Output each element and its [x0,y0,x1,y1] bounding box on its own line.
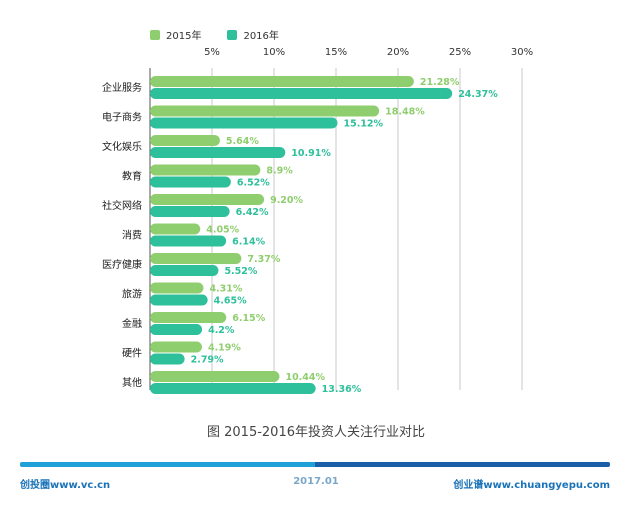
bar-2015 [150,135,220,146]
x-tick-label: 25% [449,47,471,58]
bar-2015 [150,223,201,235]
data-label-2016: 4.65% [214,296,247,307]
data-label-2016: 6.42% [236,207,269,218]
category-label: 硬件 [122,348,142,360]
category-label: 旅游 [122,288,142,301]
category-label: 金融 [122,317,142,330]
bar-2015 [150,253,242,264]
data-label-2015: 8.9% [266,166,293,177]
bar-2016 [150,117,338,129]
x-tick-label: 10% [263,47,285,58]
data-label-2015: 21.28% [420,77,460,88]
legend-label-2015: 2015年 [166,31,202,42]
footer-date: 2017.01 [293,476,339,487]
data-label-2016: 6.14% [232,237,265,248]
bar-2016 [150,383,316,394]
bar-2016 [150,324,203,335]
data-label-2015: 5.64% [226,136,259,147]
x-tick-label: 15% [325,47,347,58]
footer-left-text[interactable]: 创投圈www.vc.cn [20,480,111,491]
data-label-2015: 4.05% [206,225,239,236]
chart-caption: 图 2015-2016年投资人关注行业对比 [207,425,425,440]
bar-2015 [150,282,204,294]
data-label-2015: 9.20% [270,195,303,206]
category-label: 教育 [122,170,142,183]
bar-2015 [150,341,202,353]
data-label-2016: 6.52% [237,178,270,189]
data-label-2015: 10.44% [285,372,325,383]
x-tick-label: 30% [511,47,533,58]
category-label: 企业服务 [102,81,142,94]
bar-2015 [150,76,414,87]
data-label-2015: 7.37% [247,254,280,265]
data-label-2016: 24.37% [458,89,498,100]
legend: 2015年 2016年 [150,27,279,42]
bar-2015 [150,312,227,323]
category-label: 电子商务 [102,111,142,124]
bar-2015 [150,194,265,205]
category-label: 文化娱乐 [102,140,142,153]
bar-2015 [150,164,261,176]
bar-2016 [150,294,208,306]
data-label-2015: 4.19% [208,343,241,354]
legend-swatch-2016 [227,29,238,40]
bar-2016 [150,88,453,99]
x-tick-label: 20% [387,47,409,58]
category-label: 医疗健康 [102,258,142,271]
legend-swatch-2015 [150,29,160,40]
legend-label-2016: 2016年 [243,31,279,42]
data-label-2015: 6.15% [232,313,265,324]
bar-2016 [150,265,219,276]
data-label-2016: 4.2% [208,325,235,336]
data-label-2016: 5.52% [224,266,257,277]
bar-2016 [150,147,286,158]
category-label: 社交网络 [102,199,142,212]
data-label-2016: 13.36% [322,384,362,395]
bar-2016 [150,206,230,217]
footer-bar [20,462,610,467]
legend-item-2016[interactable]: 2016年 [227,27,279,42]
category-label: 消费 [122,229,142,242]
data-label-2015: 18.48% [385,107,425,118]
legend-item-2015[interactable]: 2015年 [150,27,201,42]
bar-2016 [150,353,185,365]
bar-2016 [150,176,231,188]
data-label-2016: 15.12% [343,119,383,130]
bar-2015 [150,105,380,117]
footer-right-text[interactable]: 创业谱www.chuangyepu.com [453,480,610,491]
data-label-2016: 2.79% [191,355,224,366]
data-label-2015: 4.31% [209,284,242,295]
bar-2016 [150,235,227,247]
bar-2015 [150,371,280,382]
data-label-2016: 10.91% [291,148,331,159]
category-label: 其他 [122,376,142,389]
x-tick-label: 5% [204,47,220,58]
